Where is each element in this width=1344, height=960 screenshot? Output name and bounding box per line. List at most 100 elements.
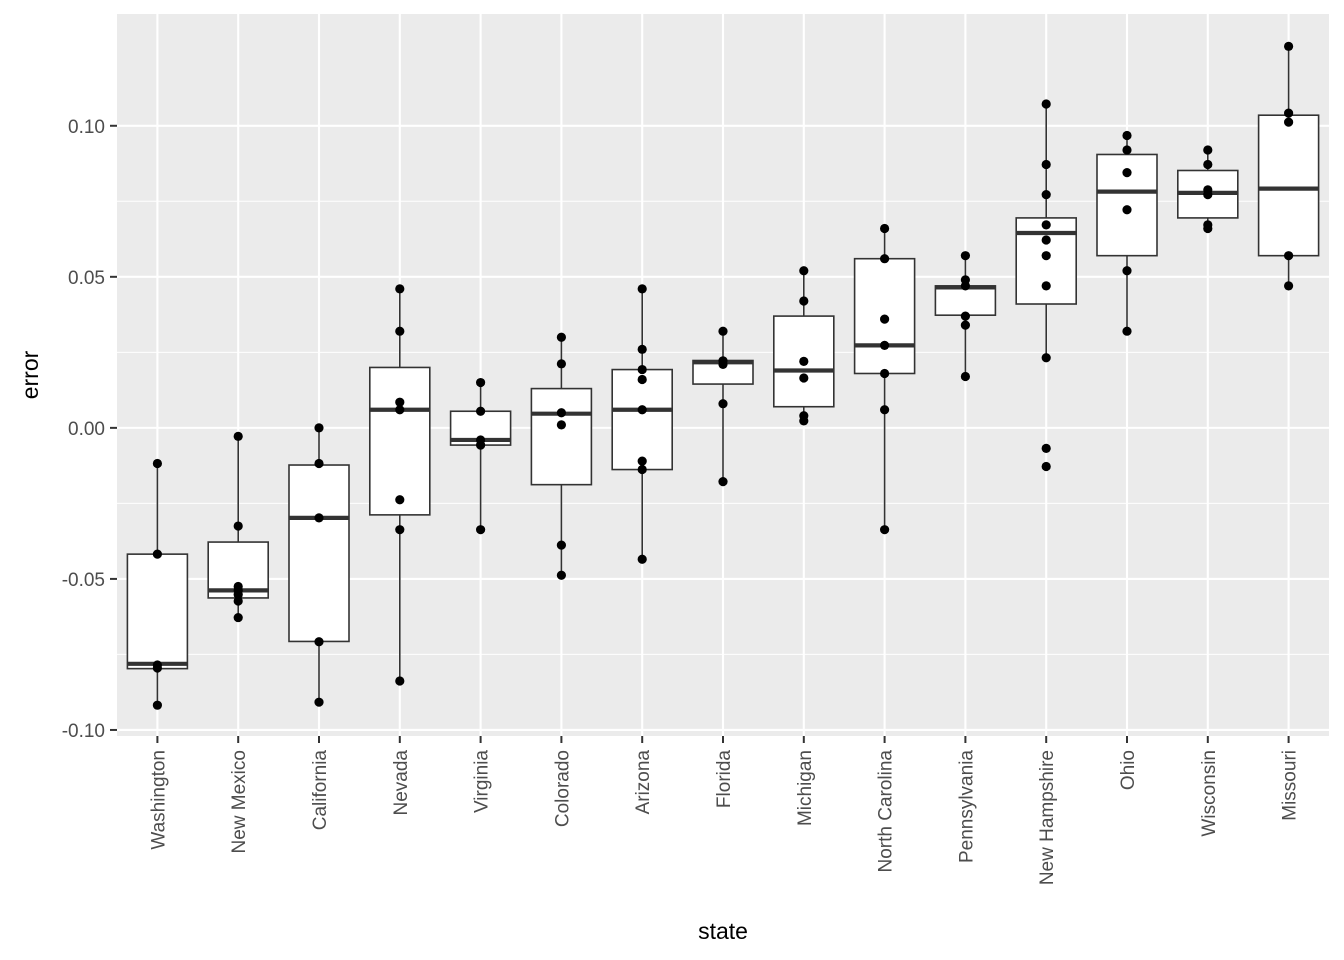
data-point xyxy=(637,464,647,475)
box-washington xyxy=(126,463,189,706)
x-tick-label: Florida xyxy=(714,750,735,809)
data-point xyxy=(1284,41,1294,51)
data-point xyxy=(637,344,647,354)
data-point xyxy=(476,525,486,535)
box-nevada xyxy=(368,288,431,682)
box-colorado xyxy=(530,337,593,576)
x-tick-label: New Mexico xyxy=(229,750,250,853)
x-tick-label: Ohio xyxy=(1118,750,1139,790)
data-point xyxy=(960,281,971,291)
box-pennsylvania xyxy=(934,255,997,377)
data-point xyxy=(314,697,324,707)
x-tick-label: Michigan xyxy=(795,750,816,826)
y-tick-label: -0.10 xyxy=(62,721,105,742)
data-point xyxy=(1041,159,1051,170)
data-point xyxy=(880,525,890,535)
data-point xyxy=(1203,145,1213,155)
data-point xyxy=(1122,266,1132,276)
data-point xyxy=(152,549,162,559)
data-point xyxy=(1122,130,1132,141)
x-tick-label: Washington xyxy=(148,750,169,850)
x-tick-label: Pennsylvania xyxy=(956,750,977,863)
data-point xyxy=(233,590,243,600)
box-body xyxy=(126,553,189,670)
data-point xyxy=(1041,443,1051,454)
y-axis-title: error xyxy=(17,350,43,399)
data-point xyxy=(152,700,162,710)
data-point xyxy=(233,431,243,441)
data-point xyxy=(233,521,243,531)
y-tick-label: 0.05 xyxy=(68,268,105,289)
data-point xyxy=(1041,220,1051,230)
data-point xyxy=(556,359,567,369)
box-body xyxy=(288,464,350,643)
data-point xyxy=(395,284,405,294)
data-point xyxy=(395,326,405,336)
x-tick-label: Arizona xyxy=(633,750,654,815)
box-body xyxy=(611,368,674,471)
data-point xyxy=(556,332,567,342)
box-body xyxy=(368,366,431,516)
box-series xyxy=(126,46,1320,706)
data-point xyxy=(1041,190,1051,200)
data-point xyxy=(314,423,324,433)
data-point xyxy=(960,251,971,261)
data-point xyxy=(1041,353,1051,363)
data-point xyxy=(637,364,647,375)
data-point xyxy=(314,513,324,523)
data-point xyxy=(1203,159,1213,170)
data-point xyxy=(1041,235,1051,245)
data-point xyxy=(395,397,405,407)
data-point xyxy=(799,373,809,383)
point-series xyxy=(152,41,1294,710)
data-point xyxy=(1122,145,1132,155)
data-point xyxy=(1041,99,1051,109)
data-point xyxy=(395,525,405,535)
data-point xyxy=(152,663,162,673)
data-point xyxy=(314,458,324,469)
data-point xyxy=(637,456,647,466)
x-tick-label: North Carolina xyxy=(876,750,897,873)
data-point xyxy=(476,440,486,450)
data-point xyxy=(233,612,243,623)
x-tick-label: California xyxy=(310,750,331,831)
data-point xyxy=(1284,117,1294,127)
x-axis: Washington New Mexico California Nevada Virg… xyxy=(148,736,1301,885)
data-point xyxy=(799,266,809,276)
x-tick-label: New Hampshire xyxy=(1037,750,1058,885)
data-point xyxy=(1041,281,1051,291)
data-point xyxy=(1041,461,1051,472)
data-point xyxy=(1284,108,1294,118)
data-point xyxy=(880,405,890,415)
data-point xyxy=(1284,281,1294,291)
x-tick-label: Wisconsin xyxy=(1199,750,1220,837)
data-point xyxy=(476,377,486,388)
data-point xyxy=(1041,251,1051,261)
data-point xyxy=(1203,190,1213,200)
data-point xyxy=(556,420,567,430)
data-point xyxy=(1203,223,1213,234)
data-point xyxy=(395,495,405,505)
data-point xyxy=(637,284,647,294)
data-point xyxy=(476,406,486,416)
box-body xyxy=(1015,217,1078,305)
box-body xyxy=(1257,114,1320,257)
data-point xyxy=(556,540,567,550)
data-point xyxy=(1122,205,1132,215)
data-point xyxy=(718,477,728,487)
box-body xyxy=(934,285,997,316)
data-point xyxy=(960,320,971,330)
data-point xyxy=(556,570,567,580)
data-point xyxy=(233,596,243,606)
x-tick-label: Missouri xyxy=(1280,750,1301,821)
data-point xyxy=(1122,167,1132,178)
data-point xyxy=(960,311,971,321)
data-point xyxy=(718,359,728,370)
data-point xyxy=(880,254,890,264)
data-point xyxy=(395,676,405,686)
data-point xyxy=(880,368,890,379)
data-point xyxy=(718,326,728,336)
x-axis-title: state xyxy=(698,918,748,944)
box-body xyxy=(530,387,593,486)
data-point xyxy=(314,637,324,647)
